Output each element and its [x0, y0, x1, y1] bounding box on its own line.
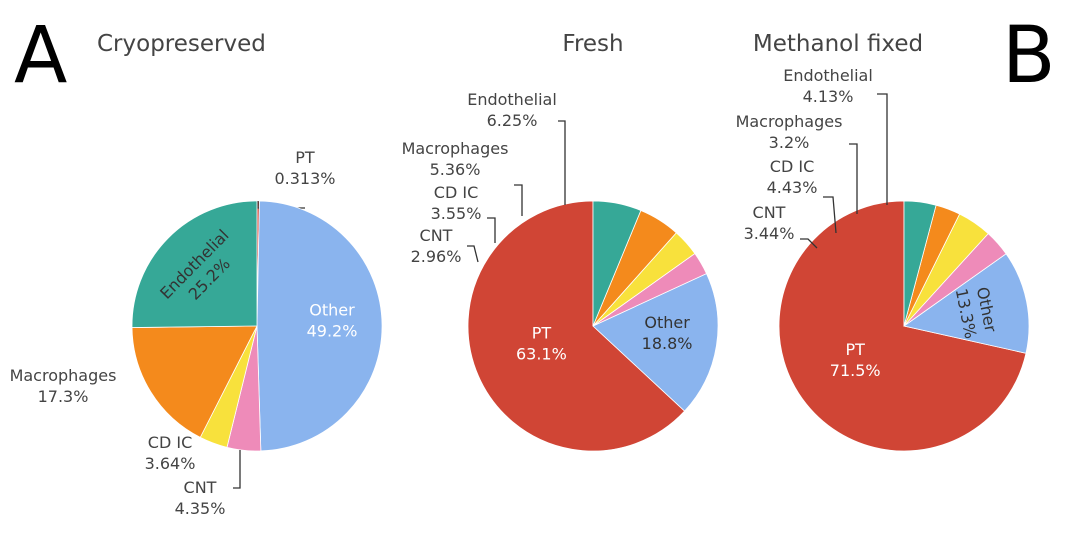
slice-name-endothelial: Endothelial	[467, 90, 557, 109]
leader-line-endothelial	[558, 120, 566, 205]
slice-name-pt: PT	[532, 324, 552, 343]
slice-label-cnt: CNT 3.44%	[744, 203, 795, 243]
slice-percent-endothelial: 4.13%	[803, 87, 854, 106]
slice-label-pt: PT 0.313%	[274, 148, 335, 188]
pie-methanol-fixed: PT 71.5%Other13.3%CNT 3.44%CD IC 4.43%Macro…	[736, 66, 1030, 452]
leader-line-endothelial	[877, 93, 888, 205]
slice-name-cd-ic: CD IC	[148, 433, 192, 452]
chart-title-fresh: Fresh	[562, 31, 623, 57]
slice-percent-pt: 63.1%	[516, 345, 567, 364]
slice-other	[903, 253, 1030, 354]
slice-label-cd-ic: CD IC 3.55%	[431, 183, 482, 223]
slice-percent-pt: 0.313%	[274, 169, 335, 188]
slice-name-cd-ic: CD IC	[434, 183, 478, 202]
slice-percent-pt: 71.5%	[830, 361, 881, 380]
slice-label-cd-ic: CD IC 3.64%	[145, 433, 196, 473]
leader-line-macrophages	[849, 143, 858, 214]
panel-letter-a: A	[14, 11, 67, 101]
slice-percent-cd-ic: 3.55%	[431, 204, 482, 223]
panel-letter-b: B	[1002, 11, 1056, 101]
slice-percent-other: 49.2%	[307, 322, 358, 341]
slice-other	[592, 273, 719, 412]
slice-name-other: Other	[309, 301, 355, 320]
slice-label-macrophages: Macrophages 3.2%	[736, 112, 843, 152]
slice-label-macrophages: Macrophages 17.3%	[10, 366, 117, 406]
pie-fresh: PT 63.1% Other 18.8% CNT 2.96% CD IC 3.55% Macro…	[402, 90, 719, 452]
slice-label-cnt: CNT 4.35%	[175, 478, 226, 518]
slice-label-endothelial: Endothelial 4.13%	[783, 66, 873, 106]
slice-name-macrophages: Macrophages	[10, 366, 117, 385]
slice-endothelial	[903, 200, 937, 327]
slice-percent-cnt: 4.35%	[175, 499, 226, 518]
slice-other	[256, 200, 383, 452]
slice-percent-macrophages: 3.2%	[769, 133, 810, 152]
slice-pt	[778, 200, 1027, 452]
slice-label-other: Other 18.8%	[642, 313, 693, 353]
slice-label-cnt: CNT 2.96%	[411, 226, 462, 266]
slice-name-cnt: CNT	[184, 478, 217, 497]
slice-percent-macrophages: 17.3%	[38, 387, 89, 406]
slice-percent-cnt: 2.96%	[411, 247, 462, 266]
slice-name-endothelial: Endothelial	[783, 66, 873, 85]
slice-name-pt: PT	[845, 340, 865, 359]
chart-title-cryopreserved: Cryopreserved	[97, 31, 266, 57]
slice-name-cnt: CNT	[753, 203, 786, 222]
slice-percent-macrophages: 5.36%	[430, 160, 481, 179]
slice-macrophages	[131, 325, 258, 438]
slice-percent-cd-ic: 3.64%	[145, 454, 196, 473]
slice-name-cnt: CNT	[420, 226, 453, 245]
slice-name-macrophages: Macrophages	[736, 112, 843, 131]
slice-label-pt: PT 63.1%	[516, 324, 567, 364]
leader-line-cnt	[800, 238, 818, 249]
pie-cryopreserved: PT 0.313% Other 49.2% CNT 4.35% CD IC 3.64% Macr…	[10, 148, 383, 518]
slice-endothelial	[592, 200, 642, 327]
leader-line-cnt	[233, 450, 241, 489]
chart-title-methanol-fixed: Methanol fixed	[753, 31, 923, 57]
slice-label-pt: PT 71.5%	[830, 340, 881, 380]
leader-line-cd-ic	[487, 217, 496, 243]
leader-line-cd-ic	[823, 196, 837, 234]
slice-name-pt: PT	[295, 148, 315, 167]
leader-line-macrophages	[514, 184, 523, 216]
slice-percent-cd-ic: 4.43%	[767, 178, 818, 197]
slice-name-cd-ic: CD IC	[770, 157, 814, 176]
slice-label-macrophages: Macrophages 5.36%	[402, 139, 509, 179]
slice-name-macrophages: Macrophages	[402, 139, 509, 158]
slice-percent-other: 18.8%	[642, 334, 693, 353]
slice-label-other: Other 49.2%	[307, 301, 358, 341]
slice-pt	[467, 200, 686, 452]
slice-label-cd-ic: CD IC 4.43%	[767, 157, 818, 197]
slice-percent-endothelial: 6.25%	[487, 111, 538, 130]
slice-percent-cnt: 3.44%	[744, 224, 795, 243]
slice-label-endothelial: Endothelial 6.25%	[467, 90, 557, 130]
slice-endothelial	[131, 200, 258, 328]
leader-line-cnt	[467, 245, 479, 263]
slice-name-other: Other	[644, 313, 690, 332]
